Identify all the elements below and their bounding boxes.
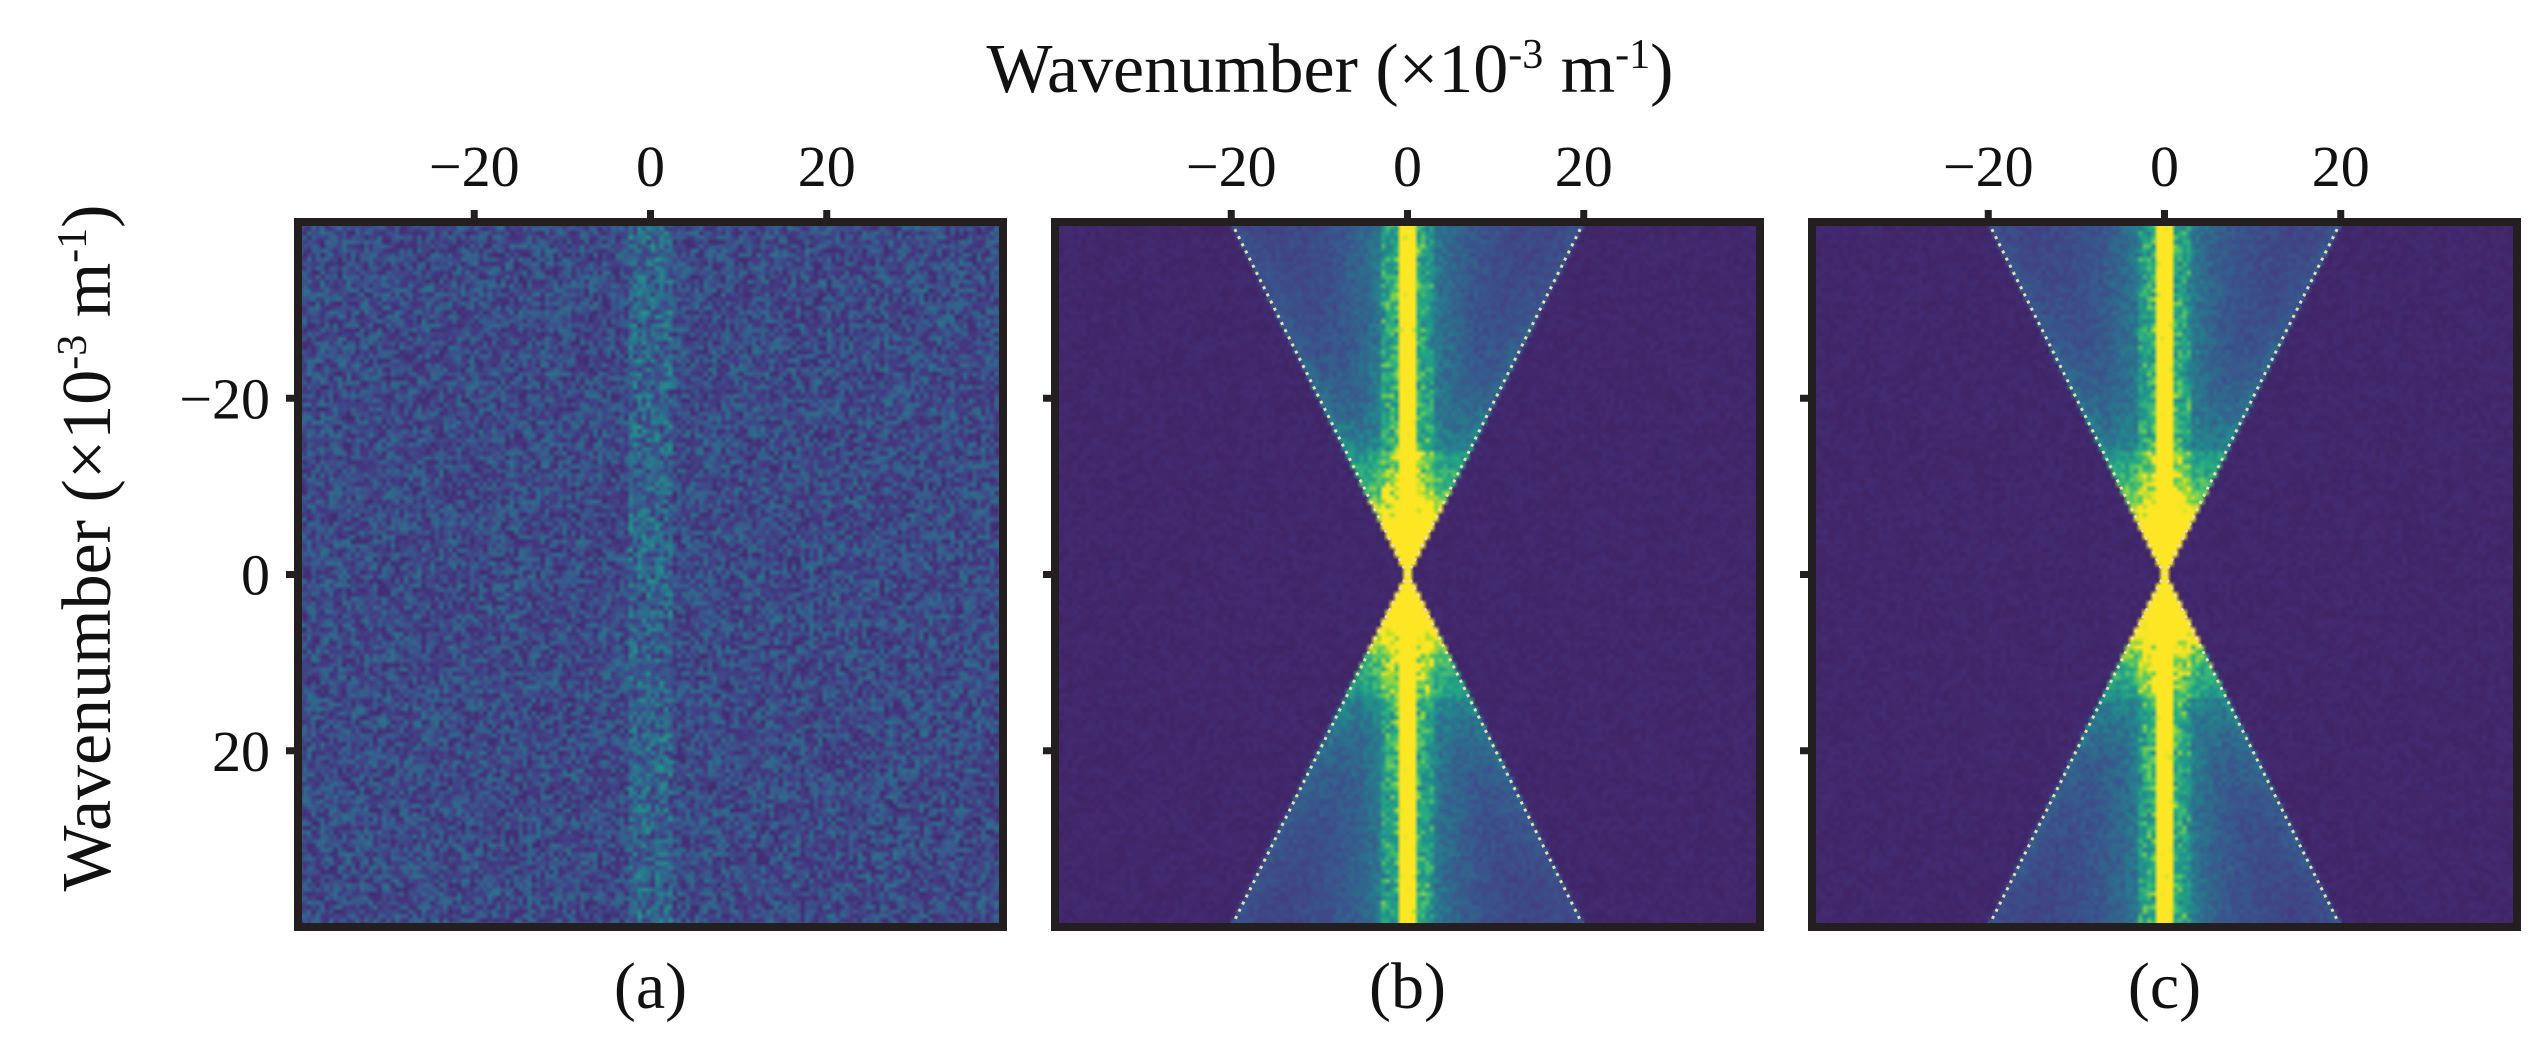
- panel-label: (a): [614, 950, 687, 1023]
- x-tick-label: 20: [2312, 134, 2370, 199]
- panel-label: (c): [2128, 950, 2201, 1023]
- x-axis-title: Wavenumber (×10-3 m-1): [987, 31, 1674, 108]
- x-tick-label: 20: [798, 134, 856, 199]
- y-tick-label: 20: [212, 719, 270, 784]
- x-tick-label: 0: [636, 134, 665, 199]
- panels-layer: −20 0 20 −20 0 20 (a) −20 0 20 (b) −20 0 20 (c): [179, 134, 2521, 1023]
- panel-a: −20 0 20 −20 0 20 (a): [179, 134, 1007, 1023]
- heatmap-image: [298, 222, 1003, 927]
- x-tick-label: 20: [1555, 134, 1613, 199]
- x-tick-label: 0: [1393, 134, 1422, 199]
- y-axis-title: Wavenumber (×10-3 m-1): [49, 205, 126, 892]
- panel-b: −20 0 20 (b): [1043, 134, 1764, 1023]
- y-tick-label: 0: [241, 543, 270, 608]
- x-tick-label: −20: [1943, 134, 2034, 199]
- x-tick-label: −20: [429, 134, 520, 199]
- panel-label: (b): [1369, 950, 1446, 1023]
- panel-c: −20 0 20 (c): [1800, 134, 2521, 1023]
- cone-guide-line-2: [1229, 221, 1586, 928]
- x-tick-label: 0: [2150, 134, 2179, 199]
- x-tick-label: −20: [1186, 134, 1277, 199]
- cone-guide-line-2: [1986, 221, 2343, 928]
- y-tick-label: −20: [179, 366, 270, 431]
